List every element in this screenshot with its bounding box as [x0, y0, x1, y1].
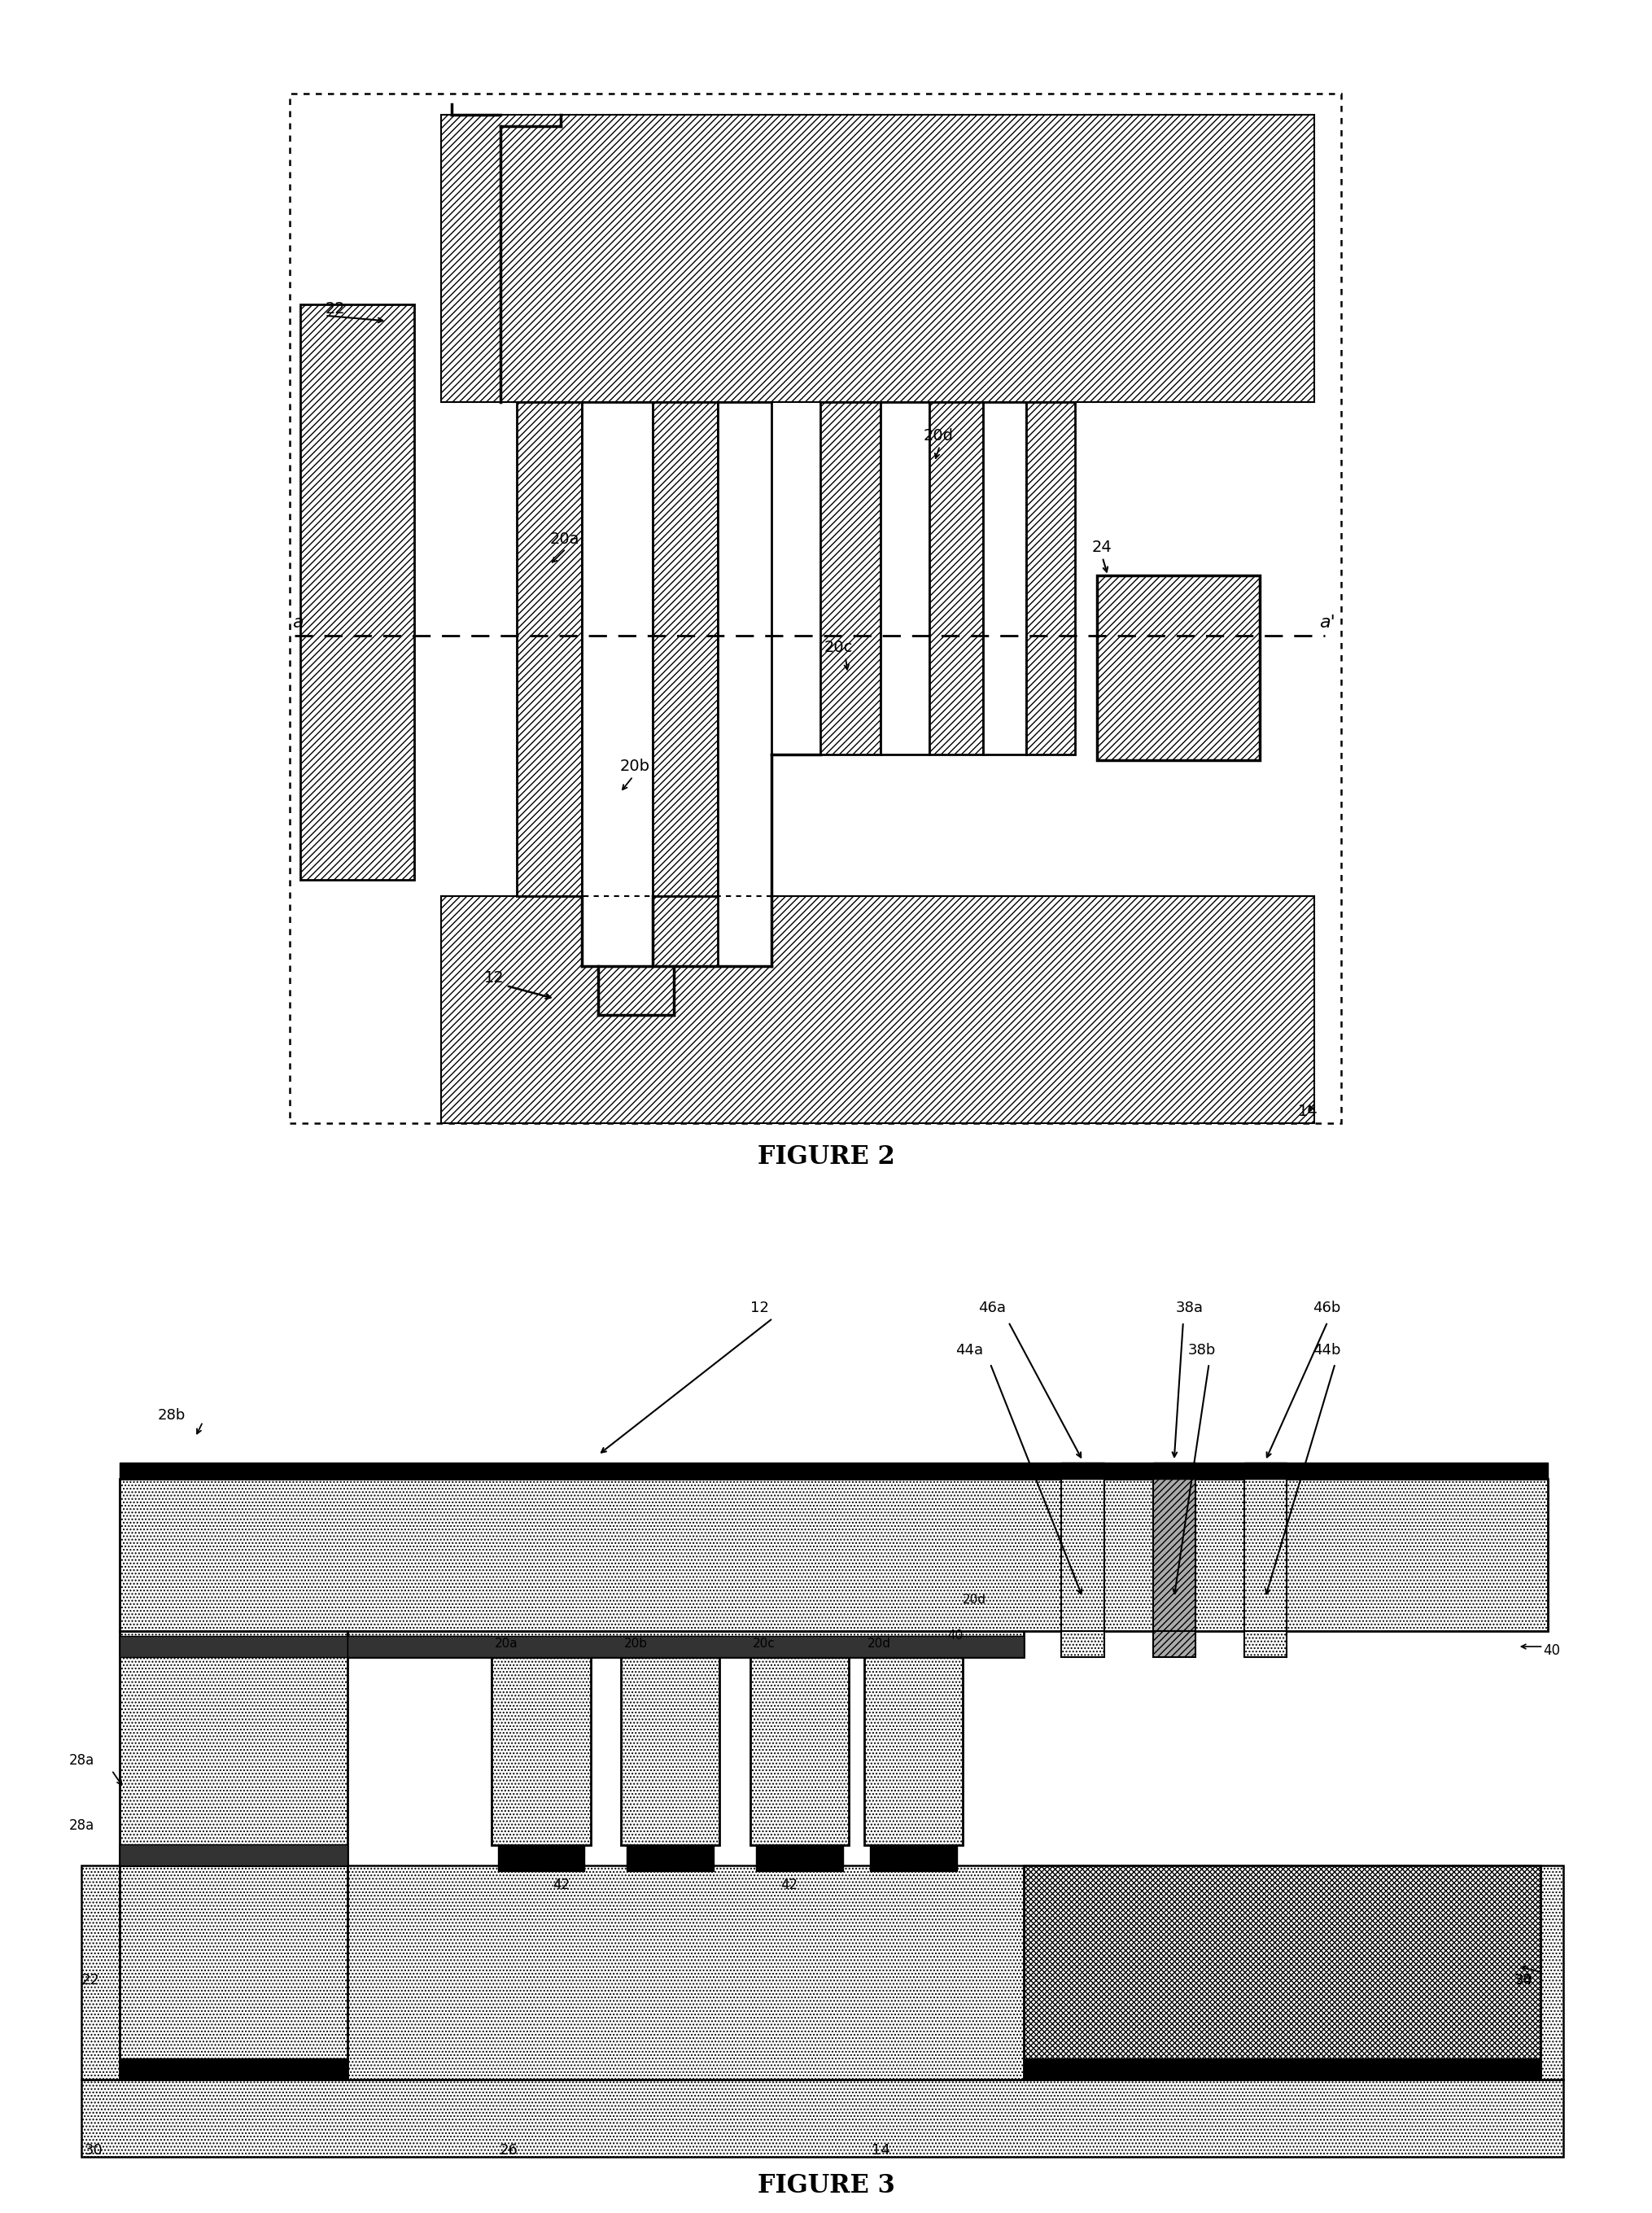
Text: 38b: 38b	[1188, 1343, 1216, 1357]
Text: 38a: 38a	[1176, 1301, 1203, 1315]
Text: 30: 30	[84, 2142, 102, 2158]
Text: 44b: 44b	[1312, 1343, 1340, 1357]
Bar	[1153, 1631, 1196, 1658]
Text: 46a: 46a	[978, 1301, 1006, 1315]
Bar	[347, 1635, 492, 1658]
Bar	[119, 1478, 1548, 1631]
Text: 28a: 28a	[69, 1753, 94, 1768]
Bar	[1001, 1635, 1024, 1658]
Text: 22: 22	[325, 301, 345, 316]
Text: 20d: 20d	[963, 1593, 986, 1607]
Bar	[81, 2080, 1563, 2158]
Text: 20a: 20a	[494, 1638, 519, 1651]
Bar	[983, 403, 1026, 755]
Text: 24: 24	[1092, 540, 1112, 555]
Text: 28a: 28a	[69, 1819, 94, 1832]
Bar	[347, 1635, 1024, 1658]
Bar	[441, 896, 1313, 1124]
Bar	[441, 115, 1313, 403]
Text: 24: 24	[1513, 1974, 1533, 1987]
Text: 42: 42	[780, 1879, 798, 1892]
Bar	[881, 403, 928, 755]
Bar	[871, 1846, 957, 1872]
Bar	[1153, 1463, 1196, 1478]
Text: 46b: 46b	[1312, 1301, 1340, 1315]
Text: 14: 14	[1297, 1104, 1318, 1120]
Bar	[872, 1635, 1001, 1658]
Text: 40: 40	[1543, 1644, 1561, 1658]
Bar	[1244, 1463, 1287, 1478]
Bar	[119, 1631, 347, 1866]
Text: a: a	[292, 615, 304, 631]
Text: 20d: 20d	[923, 427, 953, 443]
Text: 22: 22	[81, 1974, 101, 1987]
Bar	[1062, 1631, 1104, 1658]
Bar	[928, 403, 983, 755]
Bar	[864, 1658, 963, 1846]
Text: 26: 26	[499, 2142, 517, 2158]
Text: 14: 14	[872, 2142, 890, 2158]
Bar	[621, 1658, 720, 1846]
Text: 12: 12	[750, 1301, 768, 1315]
Text: 42: 42	[552, 1879, 570, 1892]
Bar	[626, 1846, 714, 1872]
Bar	[301, 305, 415, 879]
Bar	[517, 403, 582, 896]
Text: 20b: 20b	[620, 759, 651, 775]
Text: 20b: 20b	[624, 1638, 648, 1651]
Bar	[1062, 1463, 1104, 1478]
Bar	[757, 1846, 843, 1872]
Bar	[119, 1635, 347, 1658]
Text: 20c: 20c	[753, 1638, 776, 1651]
Bar	[492, 1658, 590, 1846]
Bar	[119, 1843, 347, 1866]
Text: 28b: 28b	[157, 1407, 185, 1423]
Bar	[750, 1658, 849, 1846]
Bar	[119, 1866, 347, 2080]
Text: 12: 12	[484, 969, 504, 985]
Bar	[653, 403, 717, 896]
Bar	[497, 1846, 585, 1872]
Bar	[1024, 2058, 1540, 2080]
Text: FIGURE 2: FIGURE 2	[757, 1144, 895, 1168]
Text: 40: 40	[948, 1629, 963, 1642]
Bar	[119, 2058, 347, 2080]
Bar	[347, 1631, 1024, 1658]
Bar	[1024, 1866, 1540, 2080]
Bar	[1153, 1478, 1196, 1631]
Text: a': a'	[1320, 615, 1335, 631]
Bar	[590, 1635, 720, 1658]
Text: 30: 30	[1515, 1974, 1533, 1987]
Text: 20d: 20d	[867, 1638, 890, 1651]
Text: 20c: 20c	[824, 640, 852, 655]
Bar	[119, 1463, 1548, 1478]
Text: 20a: 20a	[550, 531, 580, 547]
Bar	[1062, 1478, 1104, 1631]
Bar	[717, 403, 771, 967]
Bar	[582, 403, 653, 967]
Bar	[1244, 1478, 1287, 1631]
Text: 44a: 44a	[955, 1343, 983, 1357]
Bar	[1097, 575, 1260, 761]
Bar	[821, 403, 881, 755]
Bar	[81, 1866, 1563, 2080]
Bar	[1244, 1631, 1287, 1658]
Bar	[1026, 403, 1075, 755]
Text: FIGURE 3: FIGURE 3	[757, 2173, 895, 2198]
